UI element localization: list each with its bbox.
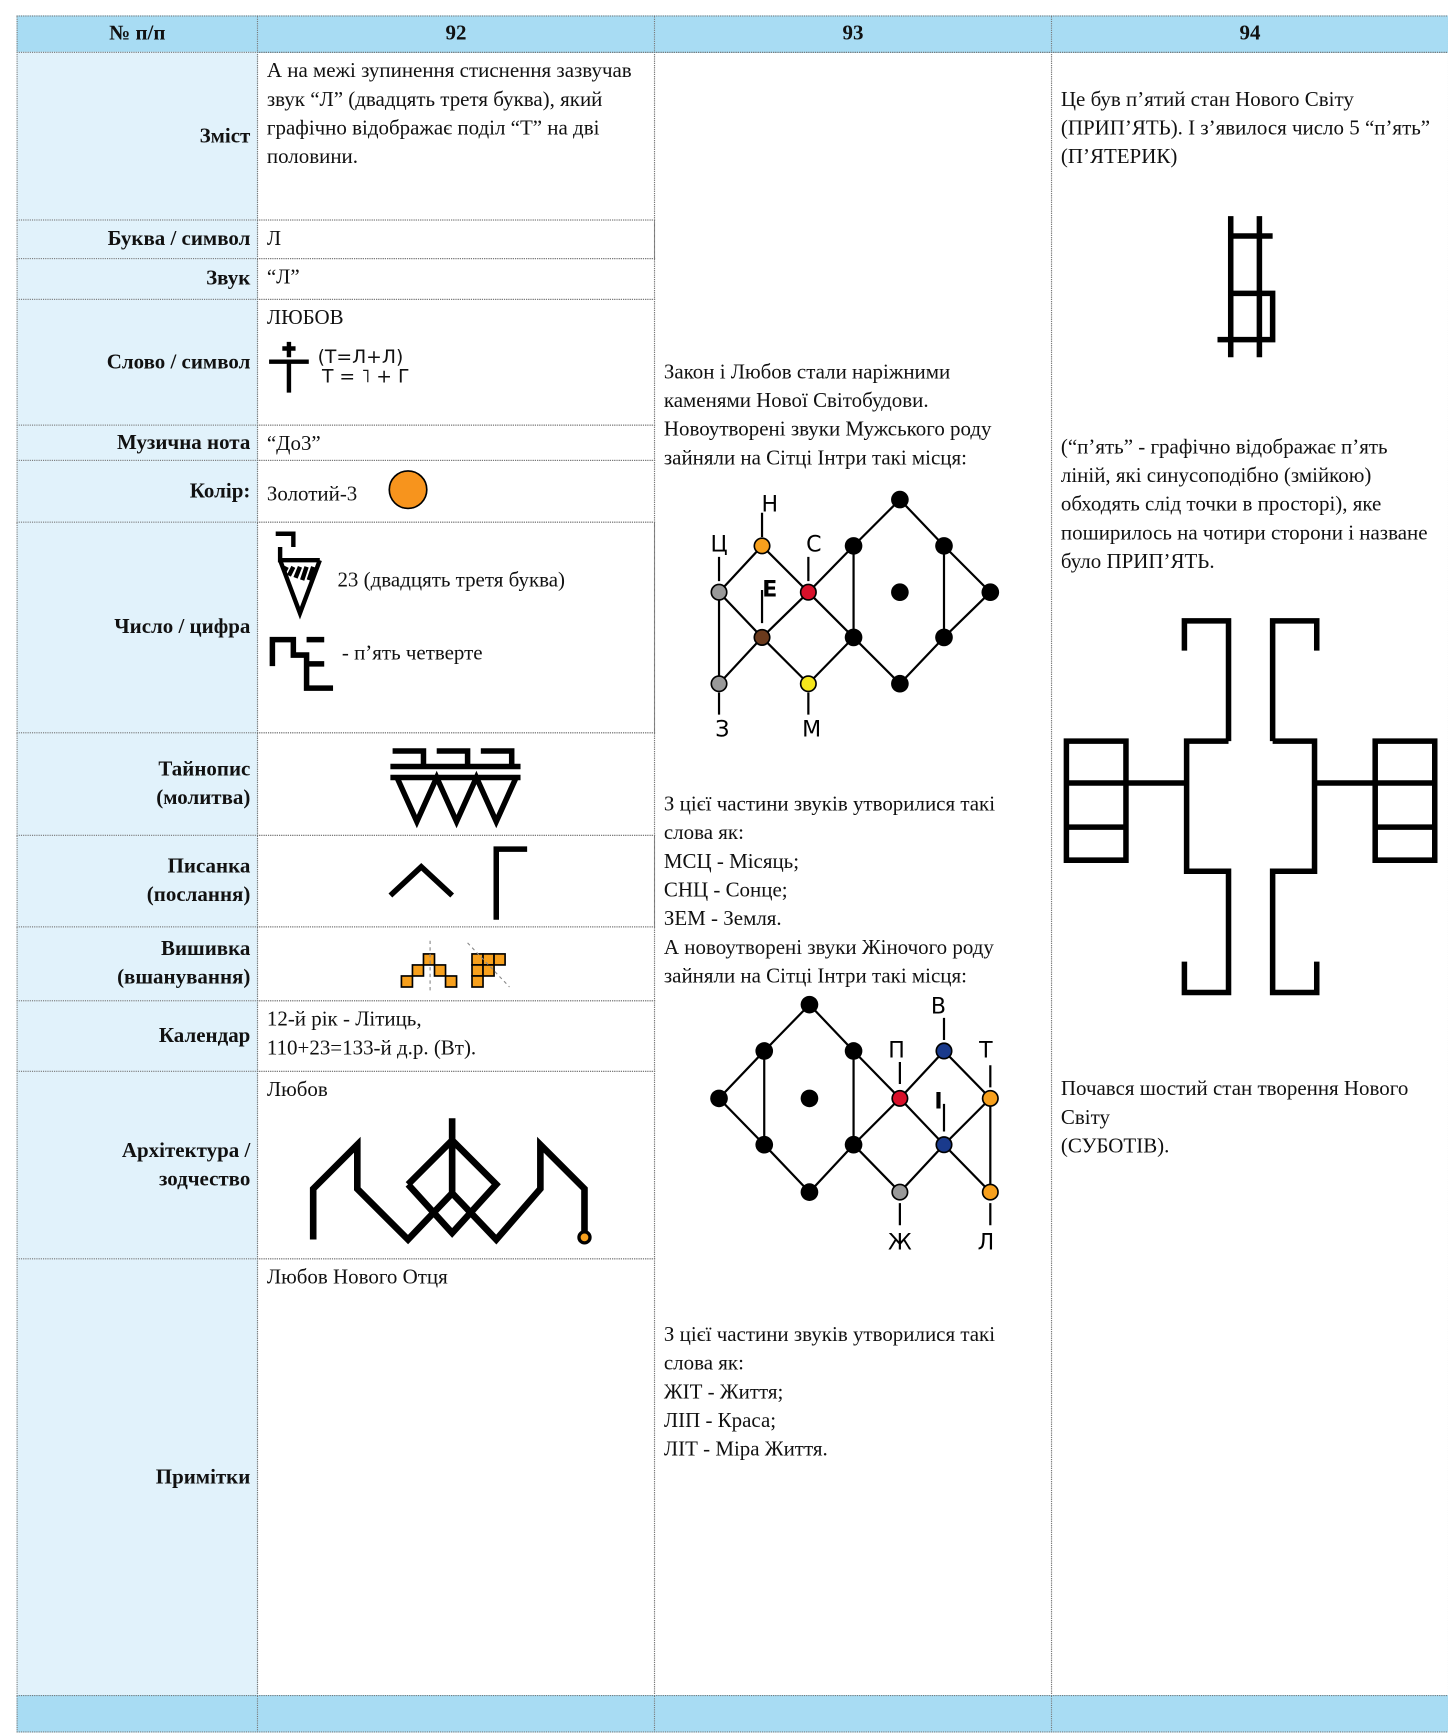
formula: Т = ˥ + Г: [322, 366, 410, 389]
formula: (Т=Л+Л): [317, 346, 404, 369]
grid-label: М: [802, 718, 821, 743]
header-cell: 94: [1050, 15, 1448, 53]
footer-cell: [256, 1695, 656, 1733]
row-label: Архітектура / зодчество: [16, 1070, 259, 1260]
text: Це був п’ятий стан Нового Світу (ПРИП’ЯТ…: [1060, 88, 1431, 169]
row-label: Буква / символ: [16, 219, 259, 260]
grid-label: Ж: [888, 1230, 912, 1255]
grid-label: З: [715, 718, 729, 743]
footer-cell: [1050, 1695, 1448, 1733]
row-content: Любов Нового Отця: [256, 1258, 656, 1697]
text: (“п’ять” - графічно відображає п’ять лін…: [1060, 435, 1428, 574]
text: А на межі зупинення стиснення зазвучав з…: [266, 59, 632, 169]
row-label: Вишивка (вшанування): [16, 926, 259, 1002]
grid-label: П: [888, 1039, 905, 1064]
text: ЛЮБОВ: [266, 306, 344, 330]
row-label: Календар: [16, 1000, 259, 1072]
text: 12-й рік - Літиць, 110+23=133-й д.р. (Вт…: [266, 1007, 477, 1060]
text: Любов: [266, 1078, 328, 1102]
row-label: Зміст: [16, 51, 259, 221]
icon: [400, 940, 510, 992]
text: Л: [266, 227, 282, 251]
row-content: Любов: [256, 1070, 656, 1260]
row-label: Число / цифра: [16, 521, 259, 734]
row-content: 12-й рік - Літиць, 110+23=133-й д.р. (Вт…: [256, 1000, 656, 1072]
text: Почався шостий стан творення Нового Світ…: [1060, 1077, 1409, 1158]
text: Закон і Любов стали наріжними каменями Н…: [663, 360, 992, 470]
row-label: Тайнопис (молитва): [16, 732, 259, 836]
row-content: [256, 926, 656, 1002]
row-label: Звук: [16, 258, 259, 300]
male-grid: Ц Н С Е З М: [710, 490, 1000, 743]
color-swatch: [388, 470, 428, 510]
col-93: Закон і Любов стали наріжними каменями Н…: [653, 51, 1053, 1697]
icon: [269, 341, 309, 393]
row-label: Слово / символ: [16, 298, 259, 426]
row-label: Музична нота: [16, 424, 259, 461]
row-label: Колір:: [16, 459, 259, 523]
row-content: “До3”: [256, 424, 656, 461]
icon: [390, 748, 521, 829]
row-content: А на межі зупинення стиснення зазвучав з…: [256, 51, 656, 221]
row-label: Примітки: [16, 1258, 259, 1697]
grid-label: Е: [762, 578, 777, 603]
text: 23 (двадцять третя буква): [337, 569, 566, 593]
symbol: [1063, 618, 1438, 996]
grid-label: Т: [978, 1039, 993, 1064]
text: Любов Нового Отця: [266, 1266, 448, 1290]
col-94: Це був п’ятий стан Нового Світу (ПРИП’ЯТ…: [1050, 51, 1448, 1697]
row-content: Л: [256, 219, 656, 260]
row-content: 23 (двадцять третя буква) - п’ять четверт…: [256, 521, 656, 734]
female-grid: П В Т І Ж Л: [710, 994, 999, 1255]
text: “До3”: [266, 432, 321, 456]
row-content: ЛЮБОВ (Т=Л+Л) Т = ˥ + Г: [256, 298, 656, 426]
grid-label: Л: [978, 1230, 995, 1255]
icon: [275, 531, 322, 620]
row-content: “Л”: [256, 258, 656, 300]
text: З цієї частини звуків утворилися такі сл…: [663, 792, 996, 989]
text: - п’ять четверте: [341, 641, 483, 665]
grid-label: С: [806, 532, 821, 557]
header-cell: 93: [653, 15, 1053, 53]
grid-label: В: [931, 994, 946, 1019]
footer-cell: [16, 1695, 259, 1733]
header-cell: № п/п: [16, 15, 259, 53]
text: Золотий-3: [266, 483, 358, 507]
icon: [309, 1118, 592, 1245]
symbol: [1217, 216, 1276, 358]
row-content: Золотий-3: [256, 459, 656, 523]
icon: [269, 636, 334, 691]
grid-label: І: [934, 1089, 942, 1114]
header-cell: 92: [256, 15, 656, 53]
row-content: [256, 732, 656, 836]
icon: [388, 846, 528, 920]
text: З цієї частини звуків утворилися такі сл…: [663, 1323, 996, 1462]
grid-label: Ц: [710, 532, 727, 557]
grid-label: Н: [761, 493, 778, 518]
row-label: Писанка (послання): [16, 834, 259, 928]
footer-cell: [653, 1695, 1053, 1733]
row-content: [256, 834, 656, 928]
text: “Л”: [266, 265, 300, 289]
